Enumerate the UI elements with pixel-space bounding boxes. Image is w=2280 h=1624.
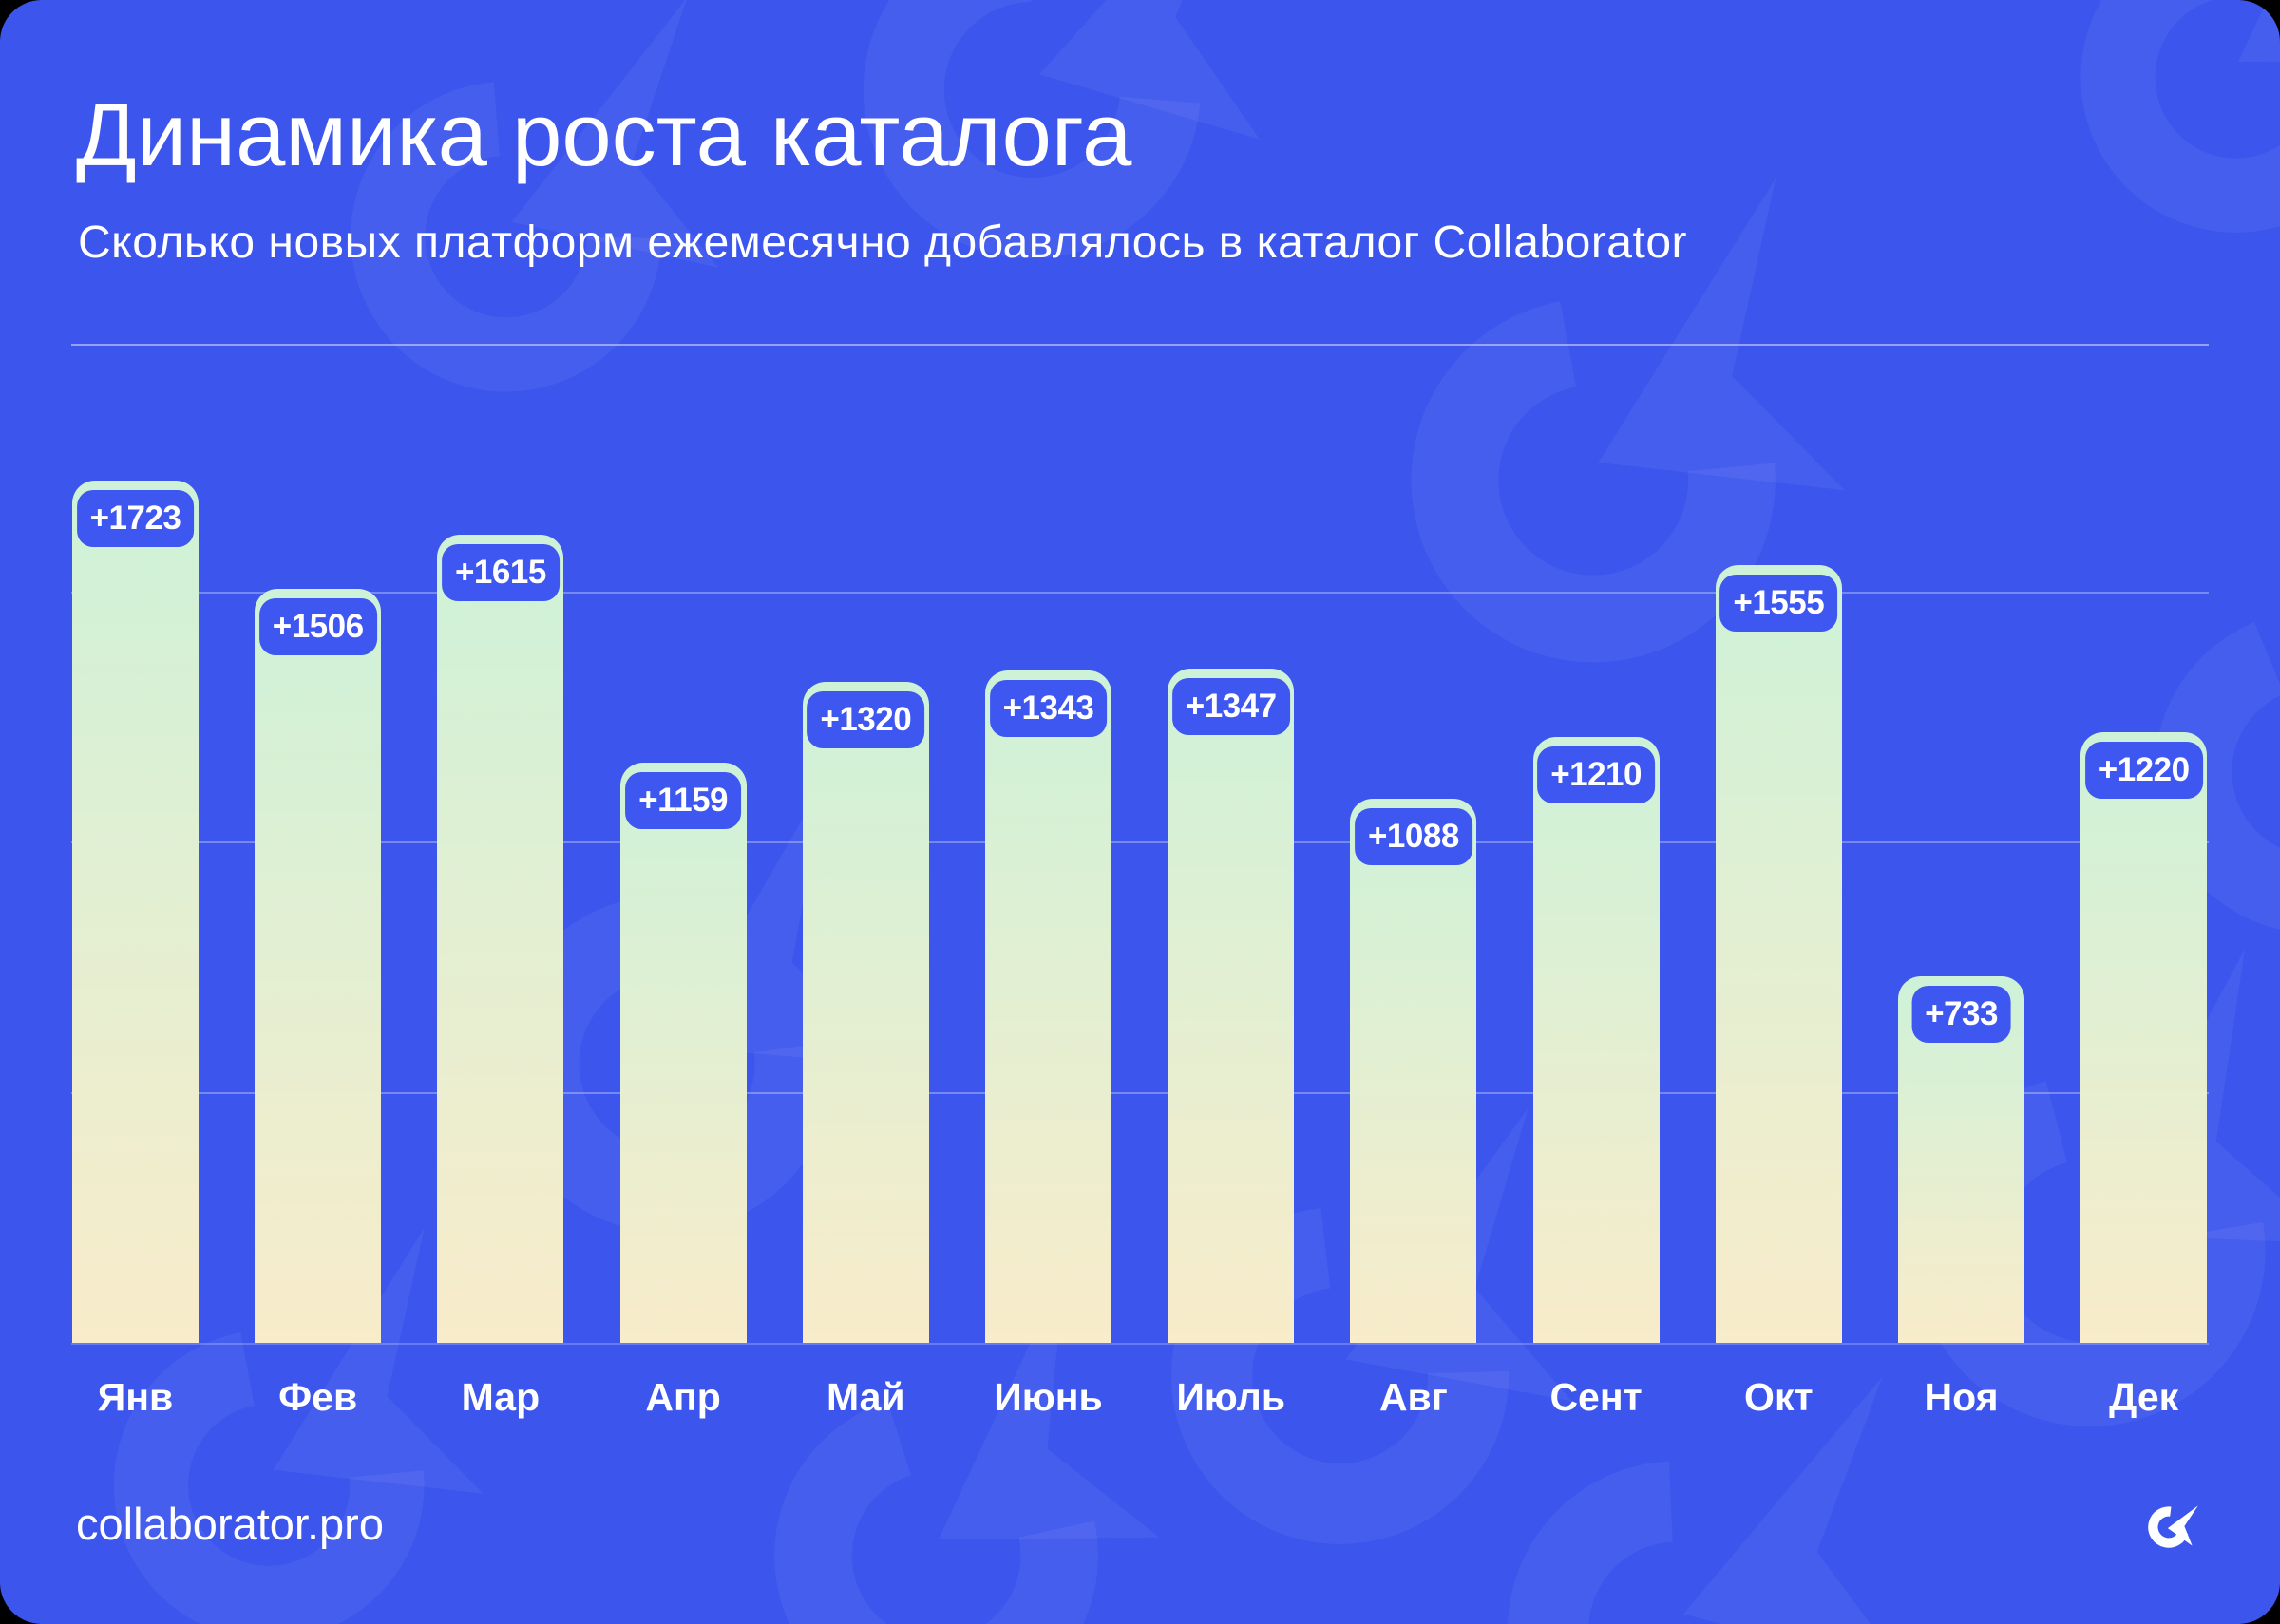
- value-badge: +1347: [1171, 678, 1290, 736]
- value-badge: +1506: [258, 598, 377, 656]
- bar-Июнь: +1343: [985, 670, 1112, 1343]
- value-badge: +1615: [441, 543, 560, 601]
- value-badge: +1220: [2084, 742, 2203, 800]
- gridline-1000: [71, 841, 2209, 843]
- month-label: Июль: [1176, 1375, 1286, 1419]
- month-label: Дек: [2109, 1375, 2179, 1419]
- value-badge: +1210: [1537, 746, 1655, 804]
- value-badge: +1555: [1720, 574, 1838, 632]
- bar-Май: +1320: [802, 682, 929, 1343]
- gridline-1500: [71, 591, 2209, 594]
- bar-Июль: +1347: [1168, 669, 1295, 1343]
- value-badge: +1343: [989, 680, 1108, 738]
- month-label: Авг: [1378, 1375, 1448, 1419]
- month-label: Сент: [1549, 1375, 1643, 1419]
- collaborator-logo-icon: [2148, 1505, 2198, 1548]
- month-label: Мар: [461, 1375, 541, 1419]
- bar-Окт: +1555: [1715, 564, 1842, 1343]
- bar-Апр: +1159: [619, 763, 747, 1343]
- month-label: Май: [826, 1375, 905, 1419]
- bar-Ноя: +733: [1898, 975, 2024, 1343]
- bar-Дек: +1220: [2080, 732, 2208, 1343]
- month-label: Окт: [1744, 1375, 1814, 1419]
- gridline-500: [71, 1091, 2209, 1094]
- month-label: Фев: [278, 1375, 358, 1419]
- month-label: Ноя: [1924, 1375, 1999, 1419]
- bar-Фев: +1506: [255, 589, 382, 1343]
- value-badge: +1320: [807, 691, 925, 749]
- month-label: Янв: [97, 1375, 174, 1419]
- bar-Мар: +1615: [437, 534, 564, 1343]
- value-badge: +1088: [1354, 807, 1472, 865]
- bar-Янв: +1723: [72, 481, 199, 1343]
- value-badge: +733: [1911, 985, 2011, 1043]
- value-badge: +1723: [76, 490, 195, 547]
- month-label: Апр: [645, 1375, 721, 1419]
- page-title: Динамика роста каталога: [76, 85, 1132, 184]
- month-label: Июнь: [994, 1375, 1103, 1419]
- value-badge: +1159: [625, 772, 742, 830]
- site-url: collaborator.pro: [76, 1499, 384, 1549]
- x-axis-baseline: [71, 1343, 2209, 1345]
- page-subtitle: Сколько новых платформ ежемесячно добавл…: [78, 217, 1688, 268]
- bar-Сент: +1210: [1532, 737, 1660, 1343]
- bar-Авг: +1088: [1350, 798, 1477, 1343]
- header-divider: [71, 344, 2209, 346]
